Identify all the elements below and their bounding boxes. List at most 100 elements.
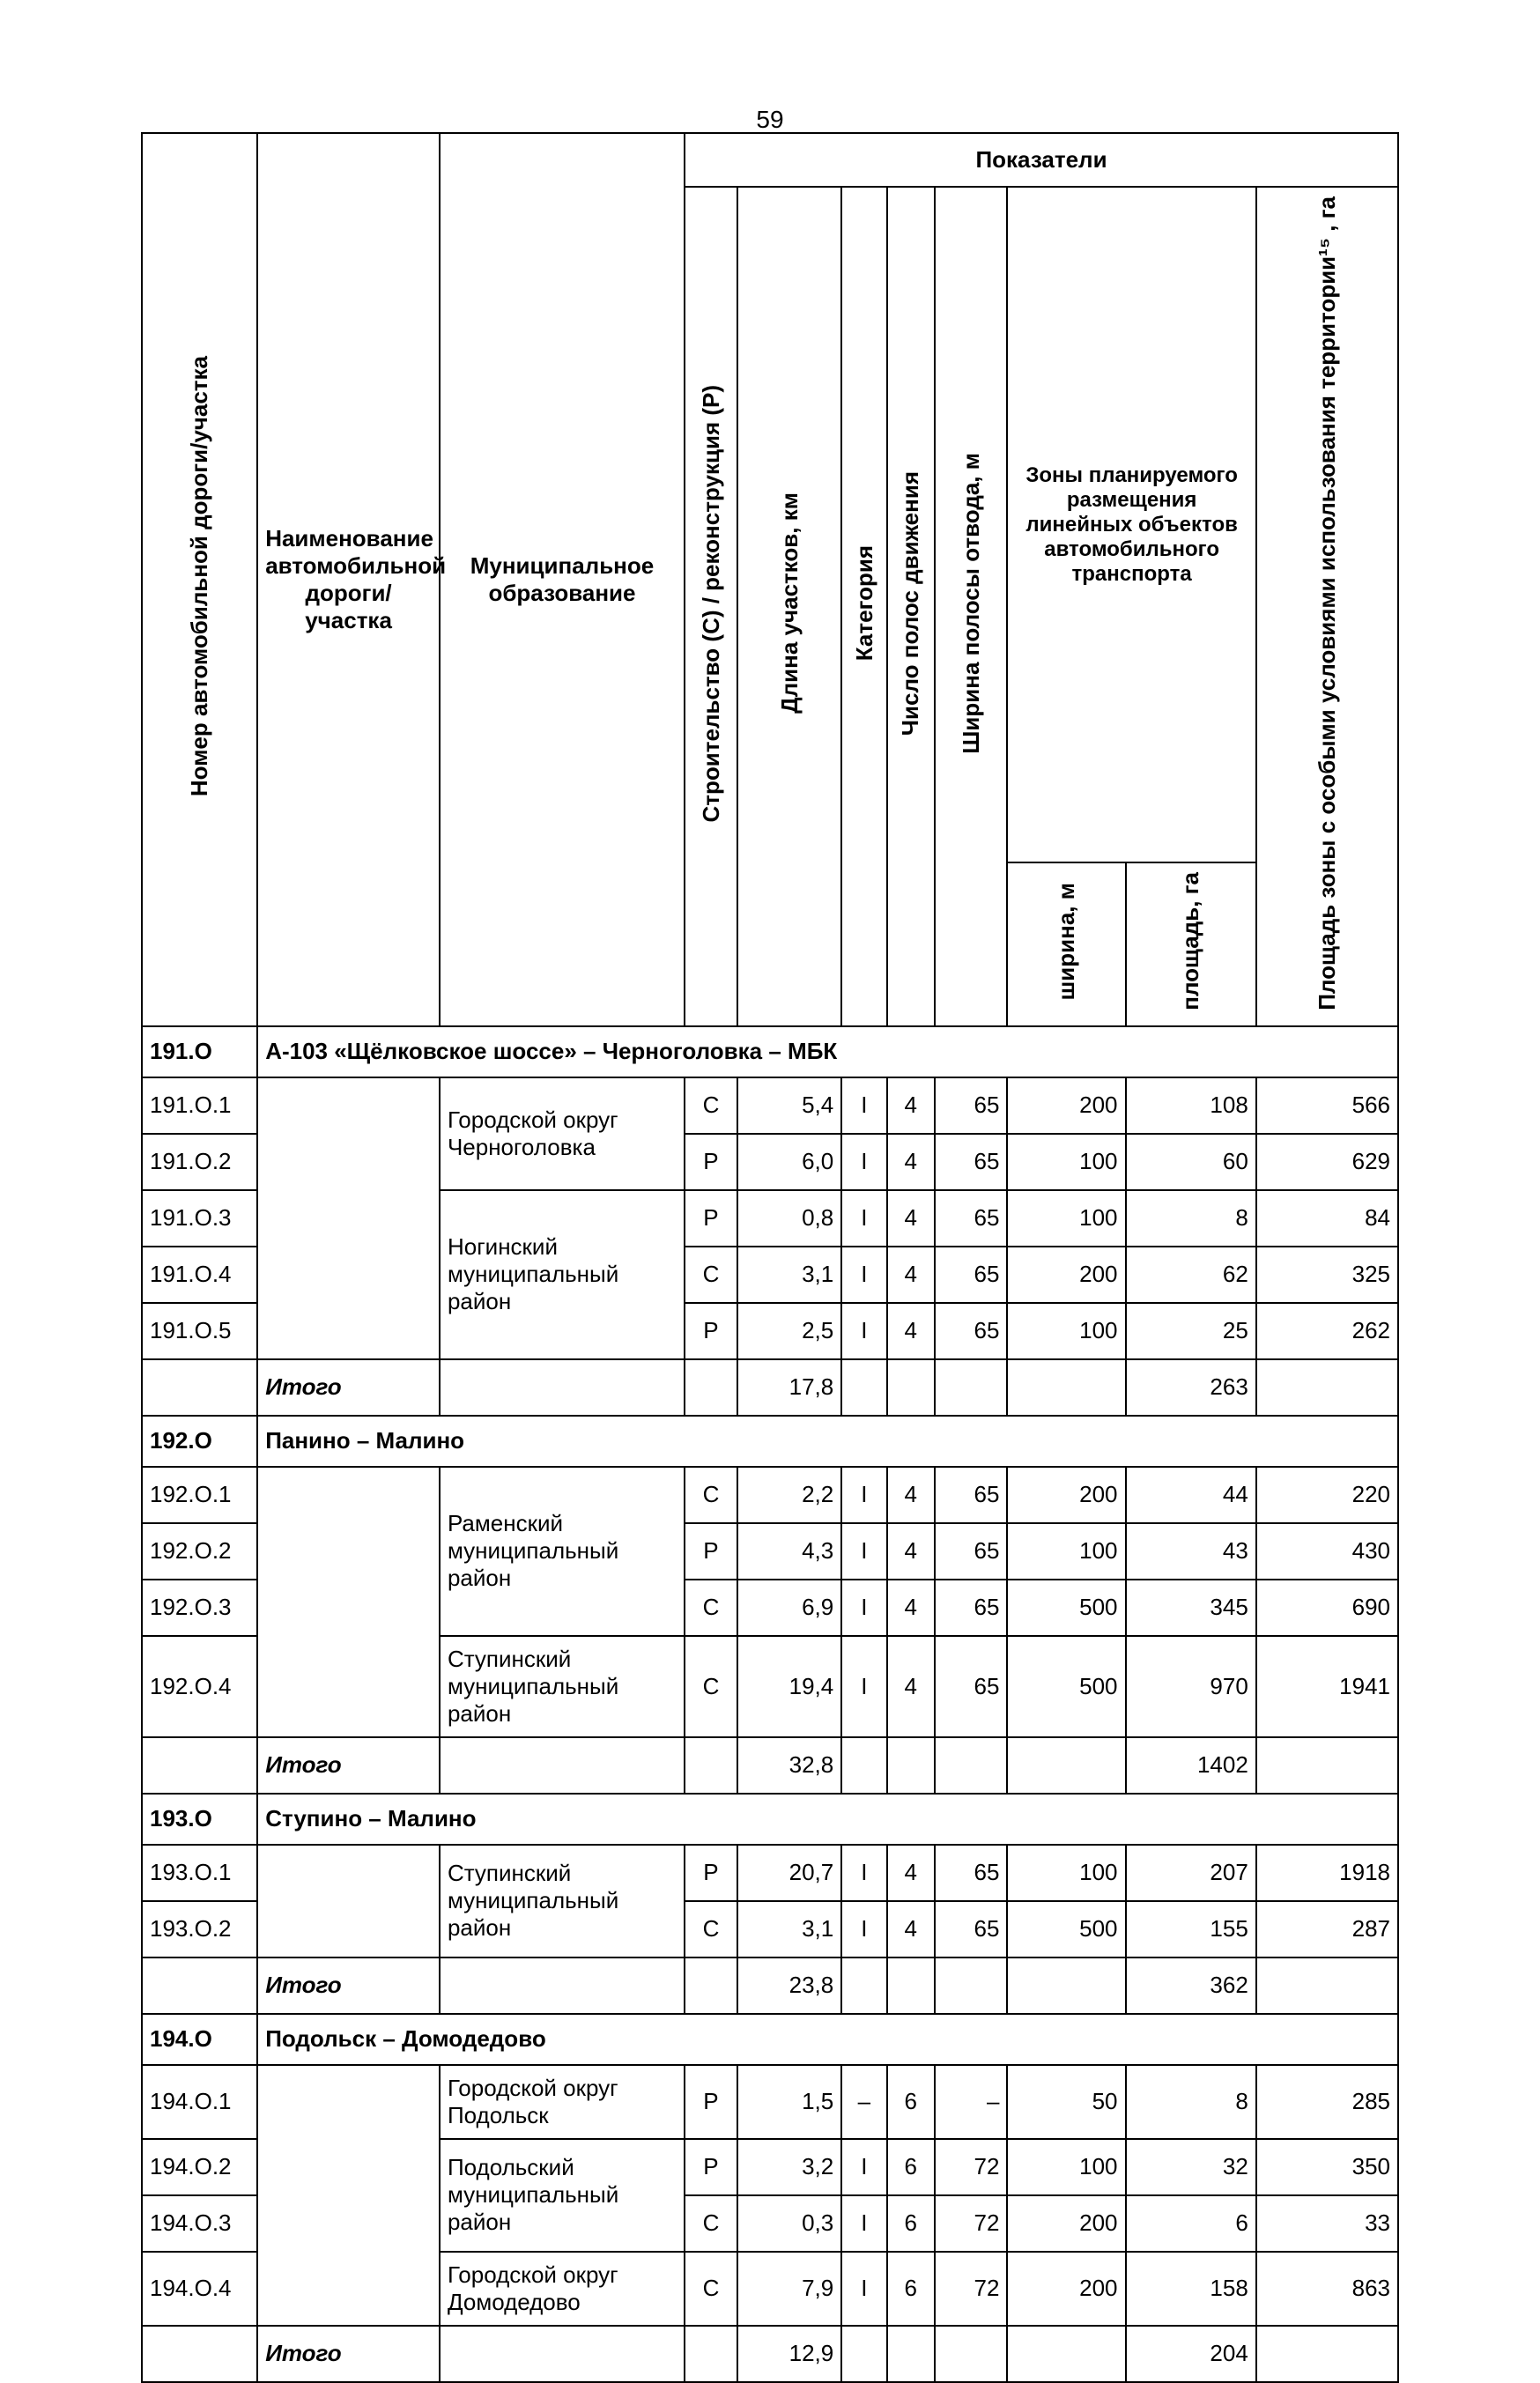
blank [1007,1737,1125,1794]
category: I [841,1077,886,1134]
municipality: Городской округ Подольск [440,2065,685,2139]
length-km: 5,4 [737,1077,841,1134]
category: I [841,1523,886,1580]
zone-width: 100 [1007,2139,1125,2195]
blank [841,1957,886,2014]
col-zone-width-label: ширина, м [1054,883,1079,1000]
construction-type: Р [685,2139,737,2195]
row-id: 194.О.3 [142,2195,257,2252]
zone-width: 100 [1007,1523,1125,1580]
col-id-label: Номер автомобильной дороги/участка [187,356,212,796]
zone-width: 200 [1007,1467,1125,1523]
zone-width: 100 [1007,1303,1125,1359]
blank [841,1359,886,1416]
blank [440,2326,685,2382]
special-area: 350 [1256,2139,1398,2195]
length-km: 3,2 [737,2139,841,2195]
length-km: 4,3 [737,1523,841,1580]
zone-area: 43 [1126,1523,1256,1580]
length-km: 19,4 [737,1636,841,1737]
right-of-way-width: 72 [935,2139,1008,2195]
col-construction: Строительство (С) / реконструкция (Р) [685,187,737,1026]
blank [935,1359,1008,1416]
zone-area: 8 [1126,2065,1256,2139]
lanes: 6 [887,2252,935,2326]
col-special-area: Площадь зоны с особыми условиями использ… [1256,187,1398,1026]
blank [841,1737,886,1794]
zone-width: 200 [1007,1247,1125,1303]
section-header-row: 194.ОПодольск – Домодедово [142,2014,1398,2065]
lanes: 4 [887,1467,935,1523]
total-row: Итого32,81402 [142,1737,1398,1794]
construction-type: С [685,1580,737,1636]
special-area: 1918 [1256,1845,1398,1901]
total-label: Итого [257,1957,440,2014]
lanes: 4 [887,1636,935,1737]
lanes: 4 [887,1247,935,1303]
total-zone-area: 1402 [1126,1737,1256,1794]
col-municipality: Муниципальное образование [440,133,685,1026]
right-of-way-width: 65 [935,1901,1008,1957]
special-area: 84 [1256,1190,1398,1247]
special-area: 33 [1256,2195,1398,2252]
row-id: 192.О.3 [142,1580,257,1636]
col-zone-width: ширина, м [1007,862,1125,1026]
length-km: 2,5 [737,1303,841,1359]
length-km: 6,0 [737,1134,841,1190]
construction-type: С [685,2252,737,2326]
right-of-way-width: 65 [935,1467,1008,1523]
blank [1256,2326,1398,2382]
construction-type: Р [685,2065,737,2139]
blank [1256,1737,1398,1794]
lanes: 6 [887,2195,935,2252]
section-header-row: 193.ОСтупино – Малино [142,1794,1398,1845]
right-of-way-width: 65 [935,1190,1008,1247]
municipality: Подольский муниципальный район [440,2139,685,2252]
municipality: Городской округ Черноголовка [440,1077,685,1190]
table-row: 191.О.1Городской округ ЧерноголовкаС5,4I… [142,1077,1398,1134]
col-lanes-label: Число полос движения [898,471,923,736]
municipality: Городской округ Домодедово [440,2252,685,2326]
row-id: 192.О.2 [142,1523,257,1580]
col-special-area-label: Площадь зоны с особыми условиями использ… [1314,196,1340,1010]
blank [1007,2326,1125,2382]
length-km: 2,2 [737,1467,841,1523]
total-label: Итого [257,2326,440,2382]
length-km: 0,8 [737,1190,841,1247]
row-id: 192.О.4 [142,1636,257,1737]
right-of-way-width: 65 [935,1134,1008,1190]
blank [685,1359,737,1416]
category: I [841,1134,886,1190]
lanes: 4 [887,1077,935,1134]
total-row: Итого12,9204 [142,2326,1398,2382]
construction-type: С [685,1636,737,1737]
section-title: Ступино – Малино [257,1794,1398,1845]
col-construction-label: Строительство (С) / реконструкция (Р) [699,385,724,822]
page: 59 Номер автомобильной дороги/участка На… [0,0,1540,2185]
col-lanes: Число полос движения [887,187,935,1026]
lanes: 4 [887,1523,935,1580]
road-name [257,1845,440,1957]
blank [142,1737,257,1794]
road-name [257,2065,440,2326]
zone-width: 200 [1007,2252,1125,2326]
section-header-row: 191.ОА-103 «Щёлковское шоссе» – Черногол… [142,1026,1398,1077]
road-name [257,1077,440,1359]
col-category: Категория [841,187,886,1026]
right-of-way-width: 65 [935,1636,1008,1737]
table-row: 193.О.1Ступинский муниципальный районР20… [142,1845,1398,1901]
total-row: Итого23,8362 [142,1957,1398,2014]
row-id: 194.О.2 [142,2139,257,2195]
row-id: 191.О.2 [142,1134,257,1190]
total-length: 23,8 [737,1957,841,2014]
right-of-way-width: 72 [935,2252,1008,2326]
zone-width: 100 [1007,1845,1125,1901]
row-id: 191.О.5 [142,1303,257,1359]
blank [887,1359,935,1416]
right-of-way-width: 72 [935,2195,1008,2252]
zone-area: 6 [1126,2195,1256,2252]
category: – [841,2065,886,2139]
category: I [841,2252,886,2326]
blank [440,1737,685,1794]
table-row: 192.О.1Раменский муниципальный районС2,2… [142,1467,1398,1523]
